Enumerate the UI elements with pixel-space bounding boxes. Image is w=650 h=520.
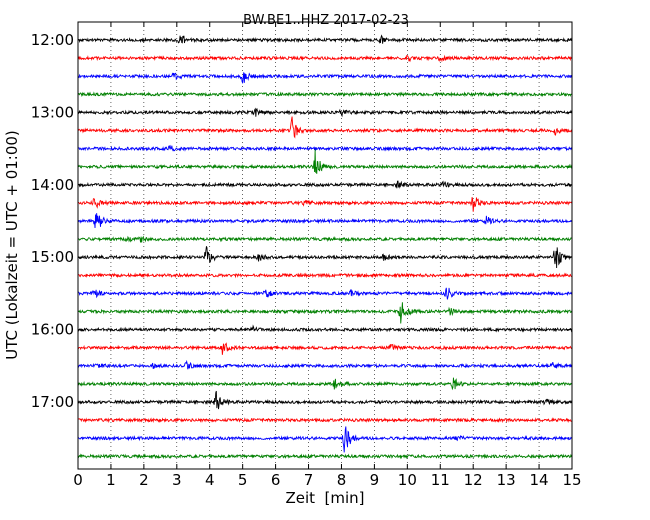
trace-1645 (77, 377, 573, 391)
trace-1215 (77, 54, 573, 63)
x-tick-label: 3 (172, 471, 182, 489)
plot-frame (77, 21, 573, 470)
x-tick-label: 12 (464, 471, 483, 489)
x-tick-label: 6 (271, 471, 281, 489)
trace-1415 (77, 197, 573, 212)
x-tick-label: 5 (238, 471, 248, 489)
trace-1430 (77, 213, 573, 228)
chart-title: BW.BE1..HHZ 2017-02-23 (243, 13, 409, 28)
y-tick-label: 17:00 (31, 393, 74, 411)
x-tick-label: 0 (73, 471, 83, 489)
trace-1300 (77, 107, 573, 118)
x-tick-label: 10 (398, 471, 417, 489)
x-axis-label: Zeit [min] (285, 489, 364, 507)
trace-1315 (77, 116, 573, 139)
trace-1700 (77, 390, 573, 410)
trace-1500 (77, 246, 573, 269)
trace-1615 (77, 342, 573, 355)
trace-1530 (77, 287, 573, 300)
trace-1345 (77, 149, 573, 174)
x-tick-label: 11 (431, 471, 450, 489)
trace-1200 (77, 34, 573, 44)
x-tick-label: 9 (370, 471, 380, 489)
trace-1600 (77, 324, 573, 333)
x-tick-label: 13 (497, 471, 516, 489)
trace-1630 (77, 359, 573, 370)
trace-1445 (77, 235, 573, 243)
trace-1745 (77, 453, 573, 460)
x-axis: 0 1 2 3 4 5 6 7 8 9 10 11 12 13 14 15 (73, 22, 582, 489)
y-tick-label: 12:00 (31, 31, 74, 49)
trace-1230 (77, 72, 573, 85)
x-tick-label: 15 (562, 471, 581, 489)
x-tick-label: 7 (304, 471, 314, 489)
y-tick-label: 15:00 (31, 248, 74, 266)
y-axis: 12:00 13:00 14:00 15:00 16:00 17:00 (31, 31, 572, 411)
y-tick-label: 13:00 (31, 103, 74, 121)
y-tick-label: 14:00 (31, 176, 74, 194)
trace-1400 (77, 180, 573, 189)
x-grid (110, 22, 540, 469)
trace-1715 (77, 417, 573, 424)
y-tick-label: 16:00 (31, 321, 74, 339)
x-tick-label: 14 (530, 471, 549, 489)
trace-1545 (78, 302, 573, 324)
trace-1245 (77, 91, 573, 98)
x-tick-label: 4 (205, 471, 215, 489)
seismogram-traces (77, 34, 573, 460)
trace-1330 (77, 144, 573, 152)
x-tick-label: 8 (337, 471, 347, 489)
y-axis-label: UTC (Lokalzeit = UTC + 01:00) (3, 130, 21, 360)
trace-1515 (77, 272, 573, 279)
x-tick-label: 2 (139, 471, 149, 489)
trace-1730 (77, 426, 573, 453)
x-tick-label: 1 (106, 471, 116, 489)
